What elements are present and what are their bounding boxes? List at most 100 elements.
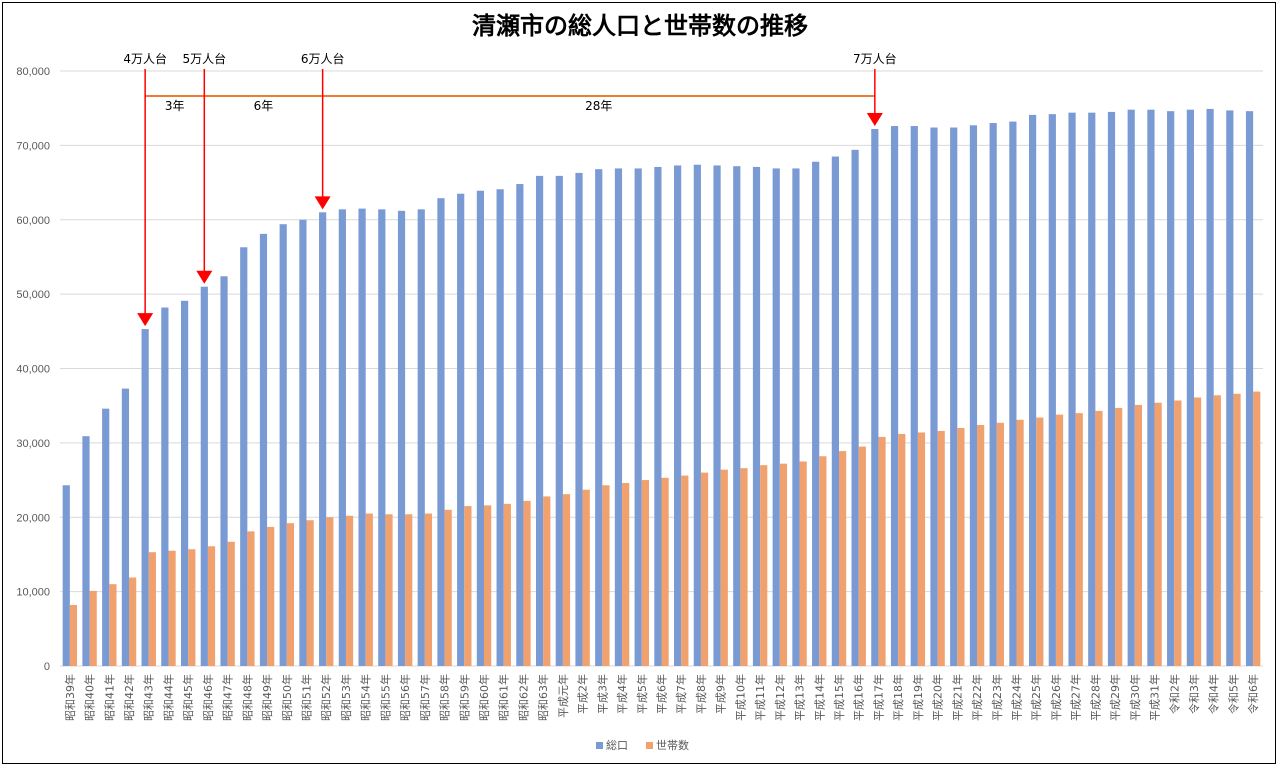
x-tick-label: 平成4年 (615, 674, 629, 714)
x-tick-label: 昭和62年 (516, 674, 530, 721)
x-tick-label: 昭和47年 (221, 674, 235, 721)
bar-households (562, 494, 571, 666)
bar-population (62, 485, 70, 666)
x-tick-label: 昭和51年 (300, 674, 314, 721)
x-tick-label: 平成13年 (793, 674, 807, 721)
bar-households (69, 605, 78, 666)
bar-population (930, 127, 938, 666)
y-tick-label: 10,000 (16, 587, 50, 599)
x-tick-label: 平成22年 (970, 674, 984, 721)
x-tick-label: 昭和44年 (161, 674, 175, 721)
bar-population (575, 172, 583, 667)
x-tick-label: 平成30年 (1128, 674, 1142, 721)
x-tick-label: 昭和46年 (201, 674, 215, 721)
milestone-arrowhead (137, 313, 154, 327)
bar-households (365, 513, 373, 666)
x-tick-label: 平成18年 (891, 674, 905, 721)
bar-population (220, 276, 228, 666)
bar-households (602, 485, 610, 666)
bar-population (378, 209, 386, 666)
x-tick-label: 平成5年 (635, 674, 649, 714)
x-tick-label: 昭和57年 (418, 674, 432, 721)
x-tick-label: 昭和63年 (536, 674, 550, 721)
x-tick-label: 平成28年 (1088, 674, 1102, 721)
bar-population (161, 307, 169, 666)
x-tick-label: 昭和54年 (359, 674, 373, 721)
bar-households (385, 514, 393, 666)
bar-households (1055, 414, 1064, 666)
x-tick-label: 平成26年 (1049, 674, 1063, 721)
milestone-label: 4万人台 (123, 51, 167, 66)
bar-population (516, 184, 524, 667)
x-tick-label: 平成3年 (595, 674, 609, 714)
bar-population (1186, 109, 1194, 667)
bar-population (910, 126, 918, 667)
bar-households (503, 503, 511, 666)
bar-population (1226, 110, 1234, 666)
x-tick-label: 令和2年 (1167, 674, 1181, 714)
bar-households (267, 526, 275, 666)
bar-households (1075, 413, 1083, 666)
bar-households (227, 541, 235, 666)
y-tick-label: 30,000 (16, 438, 50, 450)
x-tick-label: 昭和40年 (83, 674, 97, 721)
x-tick-label: 昭和49年 (260, 674, 274, 721)
y-axis: 0 10,000 20,000 30,000 40,000 50,000 60,000 70,… (16, 66, 50, 673)
bar-households (129, 577, 137, 666)
bar-population (595, 169, 603, 667)
bar-households (1036, 417, 1044, 666)
x-tick-label: 令和3年 (1187, 674, 1201, 714)
chart-title: 清瀬市の総人口と世帯数の推移 (472, 12, 808, 40)
annotations: 4万人台 5万人台 6万人台 7万人台 3年 6年 28年 (123, 51, 897, 327)
bar-population (654, 166, 662, 666)
bar-population (496, 189, 504, 666)
x-tick-label: 令和5年 (1226, 674, 1240, 714)
milestone-label: 5万人台 (182, 51, 226, 66)
bar-population (693, 164, 701, 666)
x-tick-label: 平成20年 (931, 674, 945, 721)
x-tick-label: 昭和45年 (181, 674, 195, 721)
y-tick-label: 0 (44, 661, 50, 673)
x-tick-label: 平成17年 (871, 674, 885, 721)
x-tick-label: 昭和58年 (438, 674, 452, 721)
x-tick-label: 平成19年 (911, 674, 925, 721)
x-tick-label: 昭和39年 (63, 674, 77, 721)
bar-population (338, 209, 346, 666)
bar-households (207, 546, 216, 666)
bar-population (890, 126, 899, 667)
legend-swatch (646, 742, 653, 749)
bar-households (838, 451, 847, 666)
x-tick-label: 平成16年 (852, 674, 866, 721)
bar-households (760, 465, 768, 666)
milestone-arrowhead (314, 196, 331, 210)
x-axis: 昭和39年 昭和40年 昭和41年 昭和42年 昭和43年 昭和44年 昭和45年 昭和46年… (63, 674, 1260, 721)
bar-households (957, 428, 965, 666)
span-label: 6年 (254, 99, 274, 113)
bar-households (1154, 402, 1162, 666)
bar-households (424, 513, 433, 666)
bar-population (1206, 108, 1214, 666)
x-tick-label: 昭和52年 (319, 674, 333, 721)
bar-households (464, 506, 472, 666)
bar-households (345, 515, 354, 666)
bar-population (989, 123, 997, 666)
bar-households (168, 550, 176, 666)
bar-population (319, 212, 327, 666)
x-tick-label: 昭和56年 (398, 674, 412, 721)
bar-households (326, 517, 334, 666)
bar-population (1245, 111, 1254, 667)
milestone-label: 6万人台 (301, 51, 345, 66)
bar-households (444, 509, 452, 666)
x-tick-label: 平成8年 (694, 674, 708, 714)
x-tick-label: 令和4年 (1207, 674, 1221, 714)
bar-households (1115, 407, 1123, 666)
bar-households (484, 505, 492, 666)
x-tick-label: 平成6年 (655, 674, 669, 714)
bar-population (831, 156, 839, 666)
bar-households (306, 520, 314, 666)
bar-households (681, 475, 689, 666)
bar-population (476, 190, 485, 666)
y-tick-label: 40,000 (16, 364, 50, 376)
bar-households (1213, 395, 1221, 666)
legend-label: 世帯数 (656, 739, 689, 752)
